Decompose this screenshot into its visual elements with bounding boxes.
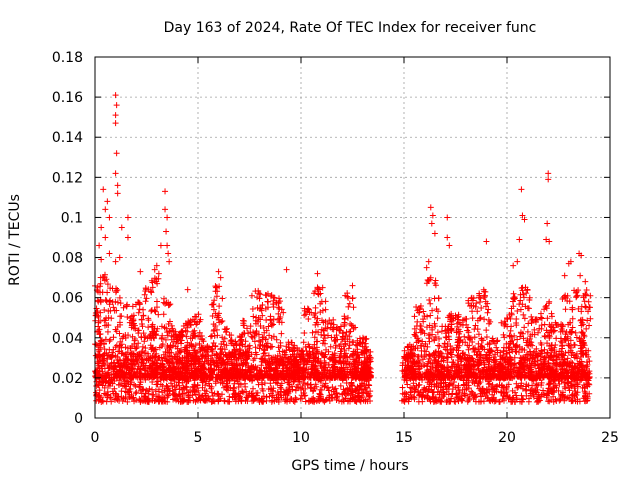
chart-title: Day 163 of 2024, Rate Of TEC Index for r… — [164, 20, 537, 36]
